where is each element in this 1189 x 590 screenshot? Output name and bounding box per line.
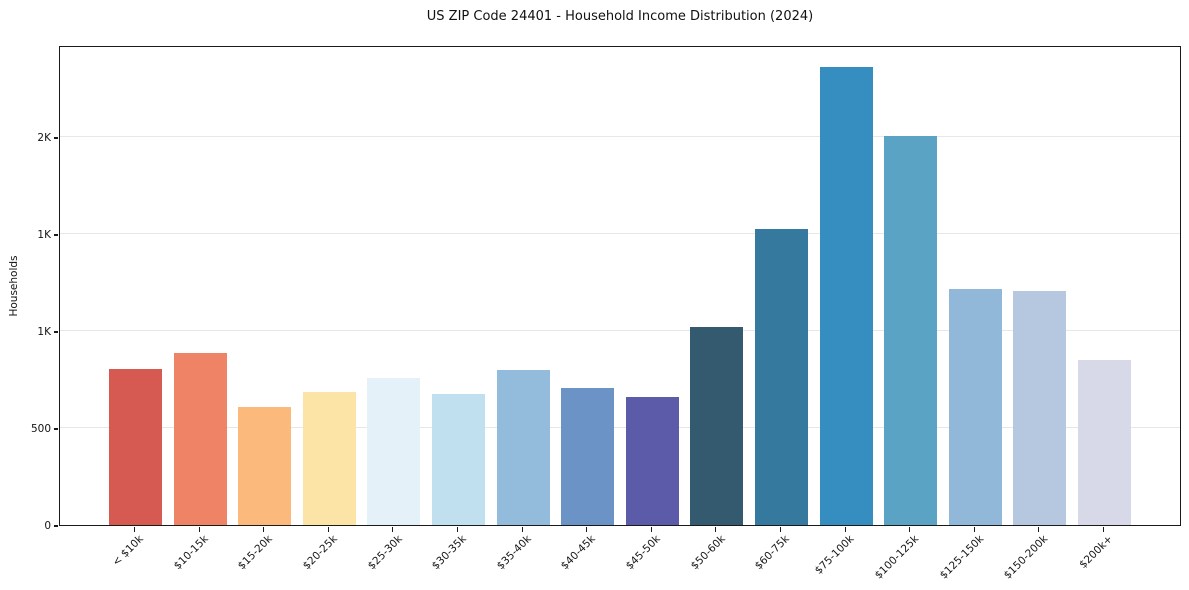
bar-$45-50k [625, 396, 679, 525]
y-tick-mark-0 [54, 525, 58, 527]
bar-$50-60k [690, 327, 744, 525]
x-tick-label-< $10k: < $10k [110, 533, 146, 569]
gridline-1000 [60, 330, 1180, 331]
y-axis-label: Households [8, 255, 20, 317]
gridline-2000 [60, 136, 1180, 137]
bar-$20-25k [302, 392, 356, 525]
bar-$100-125k [884, 136, 938, 525]
x-tick-mark-< $10k [133, 527, 136, 532]
x-tick-label-$45-50k: $45-50k [623, 533, 663, 573]
x-tick-label-$15-20k: $15-20k [236, 533, 276, 573]
gridline-500 [60, 427, 1180, 428]
x-tick-label-$100-125k: $100-125k [872, 533, 922, 582]
y-tick-mark-500 [54, 428, 58, 430]
y-tick-label-500: 500 [30, 423, 51, 435]
x-tick-mark-$25-30k [392, 527, 394, 532]
x-tick-mark-$10-15k [198, 527, 200, 532]
x-tick-label-$35-40k: $35-40k [494, 533, 534, 573]
bar-$15-20k [238, 406, 292, 525]
bar-$30-35k [432, 394, 485, 525]
x-tick-label-$150-200k: $150-200k [1001, 533, 1051, 582]
y-tick-label-2000: 2K [37, 132, 51, 144]
y-tick-mark-2000 [54, 137, 58, 139]
bar-< $10k [109, 368, 162, 525]
x-tick-mark-$50-60k [715, 527, 717, 532]
x-tick-label-$60-75k: $60-75k [752, 533, 792, 573]
chart-title: US ZIP Code 24401 - Household Income Dis… [426, 9, 814, 24]
bar-$10-15k [173, 353, 227, 525]
bar-$150-200k [1013, 291, 1067, 525]
bar-$75-100k [819, 67, 873, 525]
x-tick-label-$25-30k: $25-30k [365, 533, 405, 573]
y-tick-mark-1000 [54, 331, 58, 333]
x-tick-mark-$75-100k [844, 527, 846, 532]
bar-$60-75k [755, 229, 808, 525]
bar-$125-150k [948, 289, 1002, 525]
bar-$40-45k [561, 388, 615, 525]
gridline-1500 [60, 233, 1180, 234]
bar-$25-30k [367, 377, 421, 525]
x-tick-mark-$20-25k [327, 527, 329, 532]
bar-$200k+ [1078, 360, 1131, 525]
x-tick-mark-$60-75k [779, 527, 782, 532]
x-tick-mark-$150-200k [1038, 527, 1040, 532]
x-tick-label-$50-60k: $50-60k [688, 533, 728, 573]
x-tick-label-$75-100k: $75-100k [812, 533, 857, 577]
y-tick-label-0: 0 [44, 520, 51, 532]
x-tick-mark-$100-125k [909, 527, 911, 532]
y-tick-label-1000: 1K [37, 326, 51, 338]
x-tick-label-$125-150k: $125-150k [937, 533, 986, 582]
x-tick-mark-$35-40k [521, 527, 523, 532]
x-tick-label-$20-25k: $20-25k [300, 533, 340, 573]
x-tick-label-$200k+: $200k+ [1077, 533, 1115, 571]
y-tick-mark-1500 [54, 234, 58, 236]
plot-area [59, 46, 1181, 526]
bar-$35-40k [496, 369, 550, 525]
x-tick-mark-$15-20k [263, 527, 265, 532]
x-tick-mark-$40-45k [586, 527, 588, 532]
x-tick-mark-$125-150k [973, 527, 975, 532]
y-tick-label-1500: 1K [37, 229, 51, 241]
x-tick-label-$10-15k: $10-15k [171, 533, 211, 573]
x-tick-mark-$30-35k [456, 527, 459, 532]
x-tick-mark-$45-50k [650, 527, 652, 532]
x-tick-label-$40-45k: $40-45k [559, 533, 599, 573]
x-tick-label-$30-35k: $30-35k [429, 533, 469, 573]
x-tick-mark-$200k+ [1102, 527, 1105, 532]
